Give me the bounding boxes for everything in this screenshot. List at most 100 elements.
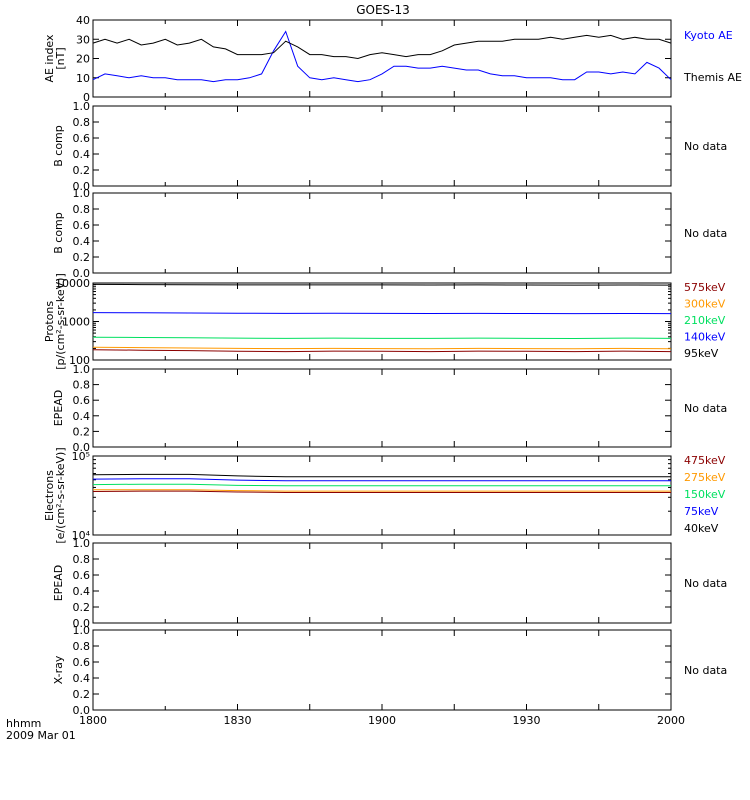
y-tick-label: 10⁴ bbox=[72, 529, 91, 542]
y-tick-label: 1000 bbox=[62, 316, 90, 329]
y-tick-label: 10000 bbox=[55, 277, 90, 290]
legend-entry: 95keV bbox=[684, 347, 719, 360]
y-tick-label: 1.0 bbox=[73, 187, 91, 200]
y-tick-label: 0.0 bbox=[73, 704, 91, 717]
legend-entry: 75keV bbox=[684, 505, 719, 518]
panel-frame bbox=[92, 192, 672, 274]
time-tick-label: 1800 bbox=[79, 714, 107, 727]
legend-entry: 40keV bbox=[684, 522, 719, 535]
y-tick-label: 0.4 bbox=[73, 585, 91, 598]
y-tick-label: 0.4 bbox=[73, 148, 91, 161]
panel-stack: 0 10 20 30 40 AE index[nT] Kyoto AE Themis AE 0.… bbox=[43, 14, 742, 717]
time-tick-label: 2000 bbox=[657, 714, 685, 727]
y-tick-label: 0.4 bbox=[73, 235, 91, 248]
y-tick-label: 0.2 bbox=[73, 251, 91, 264]
y-tick-label: 20 bbox=[76, 53, 90, 66]
chart-title: GOES-13 bbox=[356, 3, 410, 17]
legend-entry: 210keV bbox=[684, 314, 726, 327]
date-label: 2009 Mar 01 bbox=[6, 729, 76, 742]
y-tick-label: 0.8 bbox=[73, 553, 91, 566]
panel-frame bbox=[92, 455, 672, 536]
y-tick-label: 0.4 bbox=[73, 672, 91, 685]
y-tick-label: 1.0 bbox=[73, 363, 91, 376]
no-data-label: No data bbox=[684, 140, 727, 153]
y-tick-label: 10 bbox=[76, 72, 90, 85]
series-line-150kev bbox=[92, 483, 671, 487]
y-axis-label: [p/(cm²-s-sr-keV)] bbox=[54, 273, 67, 370]
panel-3: 0.0 0.2 0.4 0.6 0.8 1.0 B comp No data bbox=[52, 187, 727, 280]
y-tick-label: 0.4 bbox=[73, 410, 91, 423]
panel-5: 0.0 0.2 0.4 0.6 0.8 1.0 EPEAD No data bbox=[52, 363, 727, 454]
series-line-575kev bbox=[92, 349, 672, 353]
y-axis-label: Protons bbox=[43, 301, 56, 342]
panel-frame bbox=[92, 19, 672, 98]
panel-frame bbox=[92, 368, 672, 448]
time-tick-label: 1900 bbox=[368, 714, 396, 727]
y-tick-label: 40 bbox=[76, 14, 90, 27]
y-tick-label: 0.6 bbox=[73, 219, 91, 232]
y-tick-label: 0.0 bbox=[73, 617, 91, 630]
y-tick-label: 0.2 bbox=[73, 425, 91, 438]
y-axis-label: EPEAD bbox=[52, 390, 65, 427]
y-tick-label: 1.0 bbox=[73, 537, 91, 550]
legend-entry: 300keV bbox=[684, 298, 726, 311]
legend-entry: 275keV bbox=[684, 471, 726, 484]
series-line-themis-ae bbox=[92, 34, 672, 60]
series-line-95kev bbox=[92, 283, 672, 286]
series-line-kyoto-ae bbox=[92, 30, 672, 83]
y-tick-label: 0 bbox=[83, 91, 90, 104]
y-tick-label: 1.0 bbox=[73, 100, 91, 113]
y-tick-label: 0.0 bbox=[73, 441, 91, 454]
y-tick-label: 100 bbox=[69, 354, 90, 367]
y-tick-label: 10⁵ bbox=[72, 450, 90, 463]
no-data-label: No data bbox=[684, 664, 727, 677]
y-axis-label: AE index bbox=[43, 34, 56, 83]
series-line-300kev bbox=[92, 346, 672, 350]
panel-6: 10⁴ 10⁵ Electrons[e/(cm²-s-sr-keV)] 475keV 2… bbox=[43, 447, 726, 543]
panel-2: 0.0 0.2 0.4 0.6 0.8 1.0 B comp No data bbox=[52, 100, 727, 193]
y-tick-label: 30 bbox=[76, 33, 90, 46]
time-tick-label: 1930 bbox=[513, 714, 541, 727]
y-tick-label: 0.8 bbox=[73, 116, 91, 129]
y-tick-label: 0.0 bbox=[73, 180, 91, 193]
y-tick-label: 0.2 bbox=[73, 688, 91, 701]
y-tick-label: 0.0 bbox=[73, 267, 91, 280]
y-axis-label: [nT] bbox=[54, 47, 67, 69]
y-axis-label: B comp bbox=[52, 125, 65, 167]
y-tick-label: 0.2 bbox=[73, 164, 91, 177]
no-data-label: No data bbox=[684, 402, 727, 415]
y-axis-label: B comp bbox=[52, 212, 65, 254]
panel-frame bbox=[92, 542, 672, 624]
y-tick-label: 0.6 bbox=[73, 394, 91, 407]
y-tick-label: 0.6 bbox=[73, 656, 91, 669]
legend-entry: Themis AE bbox=[683, 71, 742, 84]
legend-entry: 575keV bbox=[684, 281, 726, 294]
series-line-210kev bbox=[92, 336, 672, 340]
time-tick-label: 1830 bbox=[224, 714, 252, 727]
y-tick-label: 0.2 bbox=[73, 601, 91, 614]
y-tick-label: 0.8 bbox=[73, 203, 91, 216]
legend-entry: 140keV bbox=[684, 331, 726, 344]
panel-frame bbox=[92, 105, 672, 187]
panel-4: 100 1000 10000 Protons[p/(cm²-s-sr-keV)] 575… bbox=[43, 273, 726, 370]
series-line-275kev bbox=[93, 489, 671, 492]
no-data-label: No data bbox=[684, 227, 727, 240]
series-line-75kev bbox=[92, 478, 671, 482]
y-tick-label: 0.6 bbox=[73, 132, 91, 145]
series-line-475kev bbox=[92, 490, 671, 493]
y-axis-label: Electrons bbox=[43, 470, 56, 521]
time-axis-corner-label: hhmm bbox=[6, 717, 41, 730]
time-axis: 1800 1830 1900 1930 2000 bbox=[79, 714, 685, 727]
y-tick-label: 0.8 bbox=[73, 640, 91, 653]
panel-8: 0.0 0.2 0.4 0.6 0.8 1.0 X-ray No data bbox=[52, 624, 727, 717]
y-tick-label: 1.0 bbox=[73, 624, 91, 637]
y-tick-label: 0.6 bbox=[73, 569, 91, 582]
panel-1: 0 10 20 30 40 AE index[nT] Kyoto AE Themis AE bbox=[43, 14, 742, 104]
panel-7: 0.0 0.2 0.4 0.6 0.8 1.0 EPEAD No data bbox=[52, 537, 727, 630]
y-axis-label: X-ray bbox=[52, 655, 65, 684]
y-axis-label: EPEAD bbox=[52, 565, 65, 602]
y-axis-label: [e/(cm²-s-sr-keV)] bbox=[54, 447, 67, 543]
legend-entry: 475keV bbox=[684, 454, 726, 467]
series-line-140kev bbox=[92, 312, 672, 315]
